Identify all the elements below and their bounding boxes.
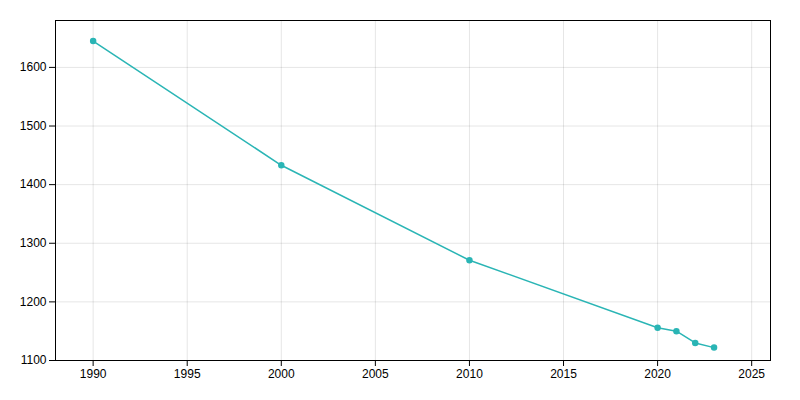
svg-text:1990: 1990 [80, 367, 107, 381]
svg-text:1400: 1400 [20, 177, 47, 191]
svg-text:2005: 2005 [362, 367, 389, 381]
svg-text:2025: 2025 [738, 367, 765, 381]
svg-text:2010: 2010 [456, 367, 483, 381]
svg-text:2000: 2000 [268, 367, 295, 381]
svg-text:1600: 1600 [20, 60, 47, 74]
svg-text:1200: 1200 [20, 295, 47, 309]
svg-text:1100: 1100 [21, 353, 47, 367]
svg-text:2015: 2015 [550, 367, 577, 381]
svg-text:1995: 1995 [174, 367, 201, 381]
svg-text:1300: 1300 [20, 236, 47, 250]
svg-text:1500: 1500 [20, 119, 47, 133]
svg-text:2020: 2020 [644, 367, 671, 381]
